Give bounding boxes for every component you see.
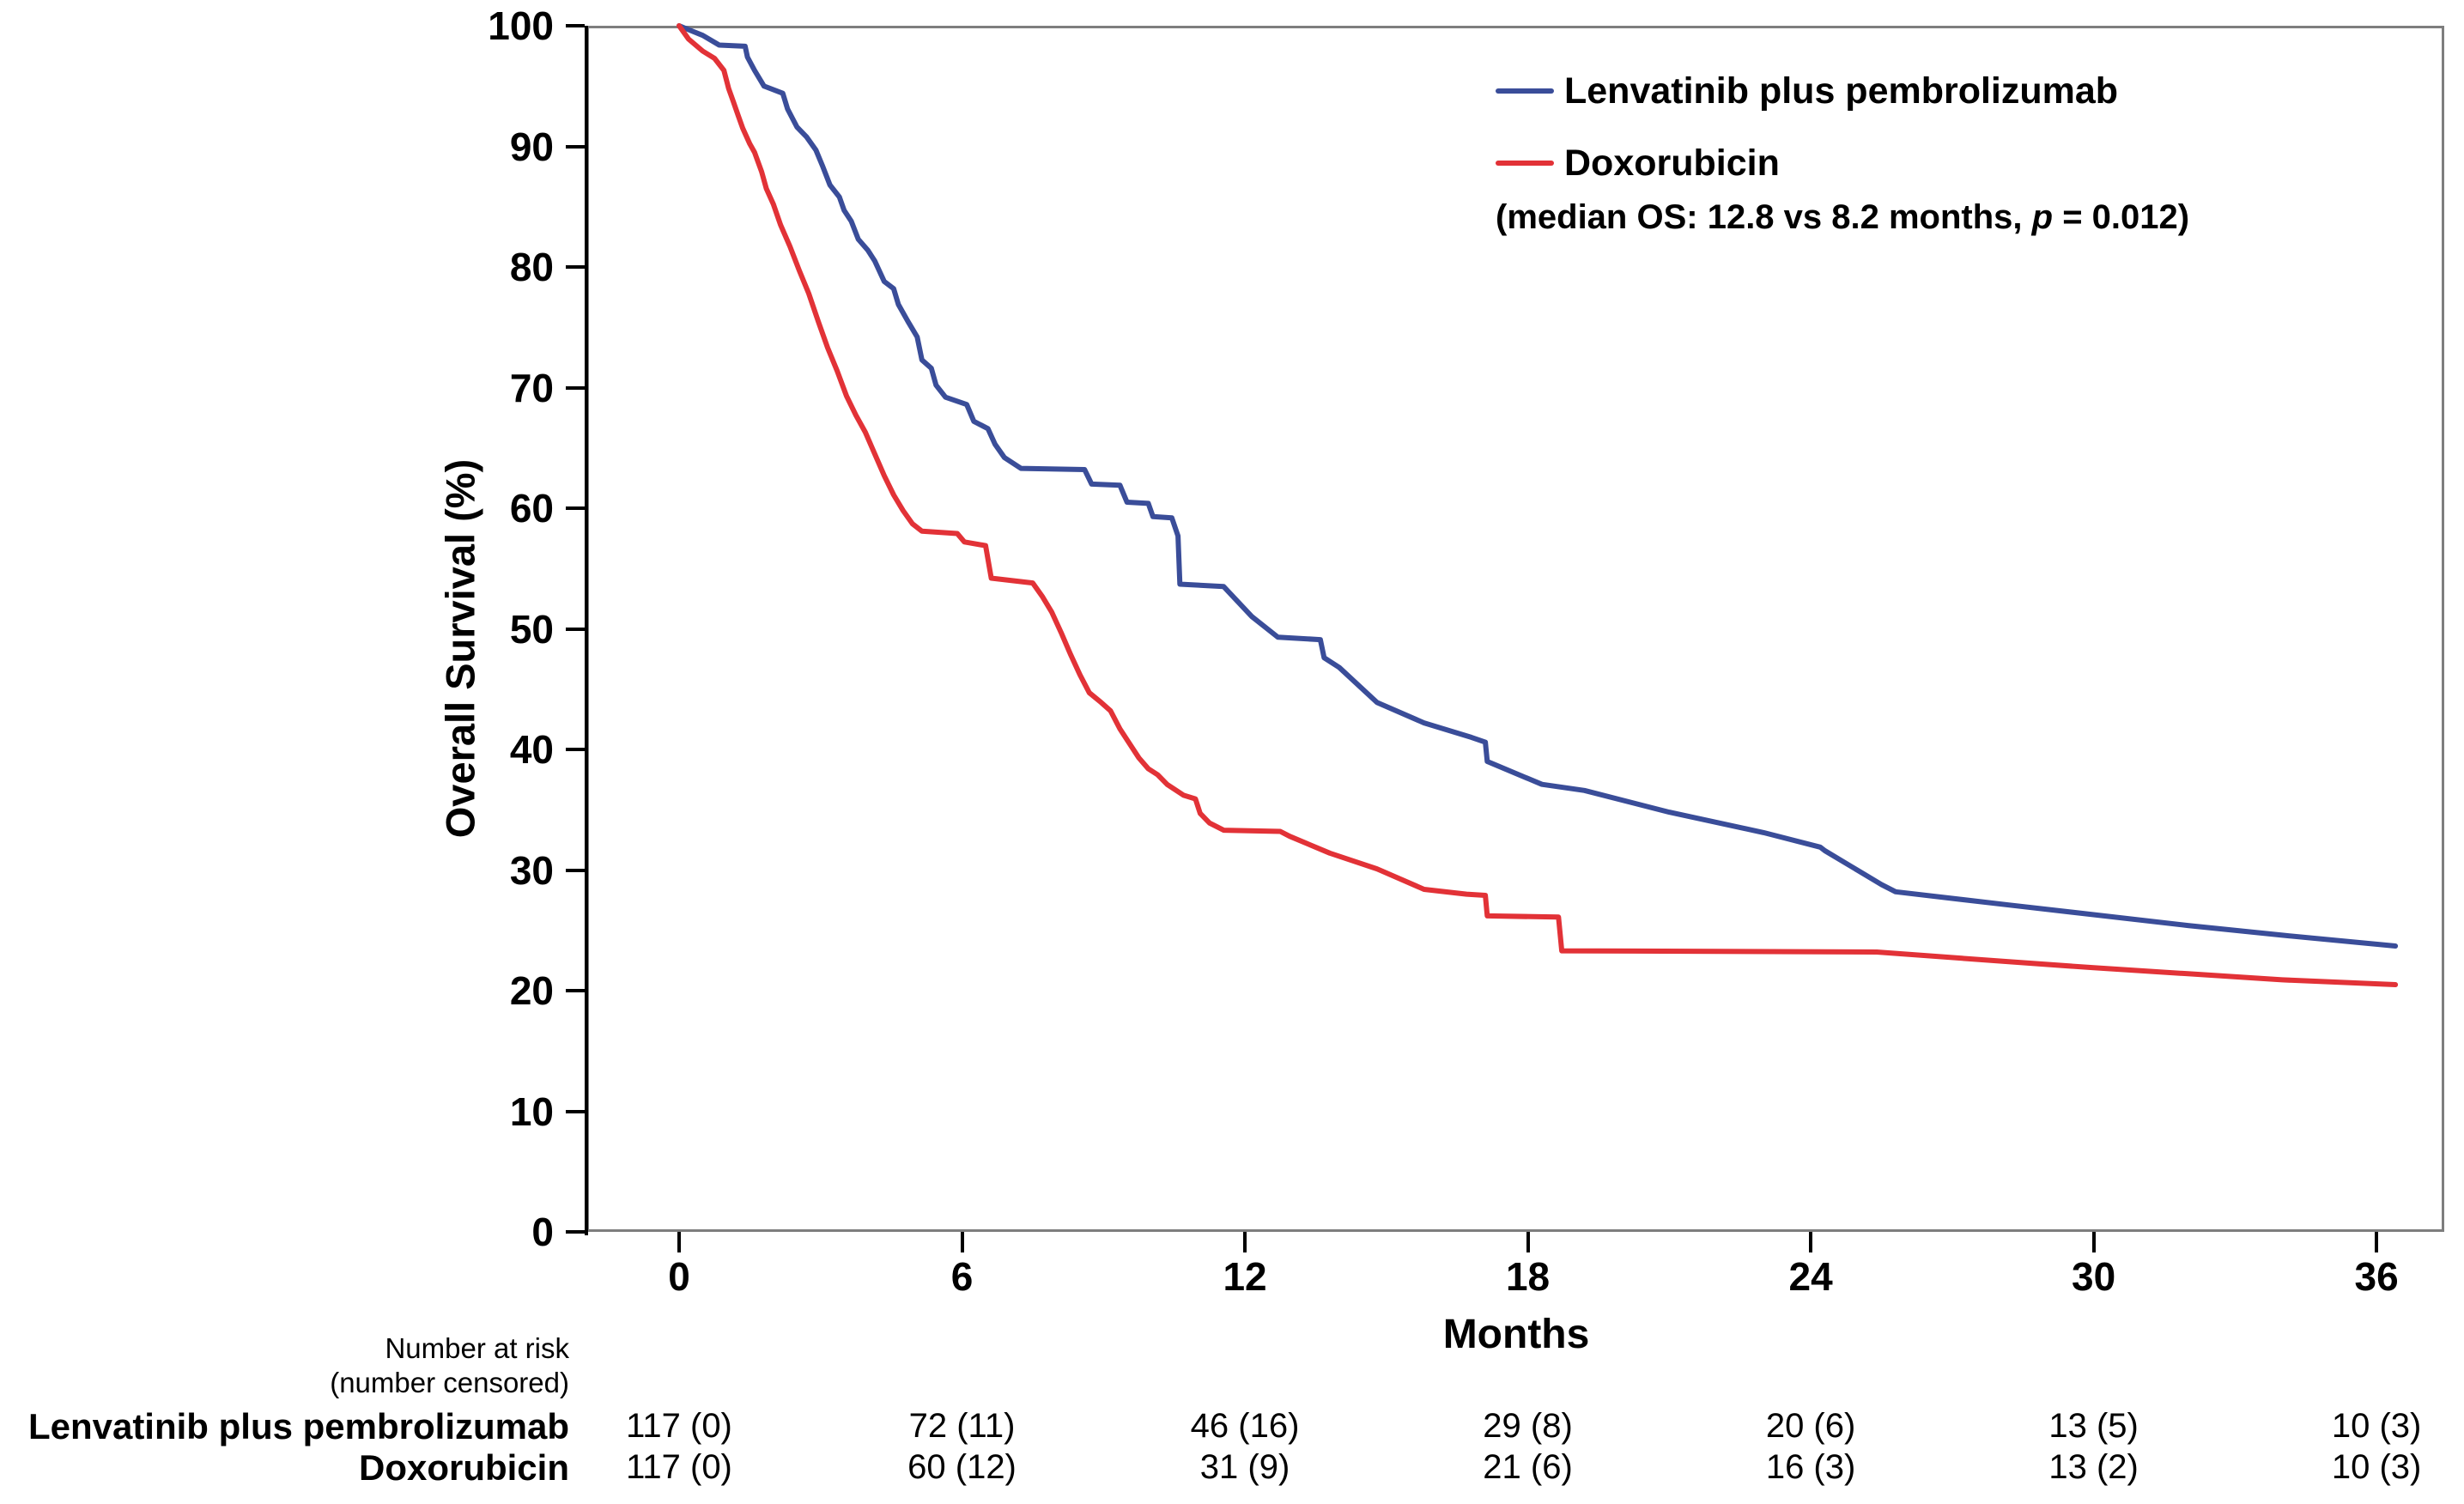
survival-curve-doxorubicin bbox=[677, 23, 2399, 987]
y-tick-mark-100 bbox=[566, 24, 585, 27]
y-tick-label-100: 100 bbox=[488, 3, 554, 48]
y-axis-title: Overall Survival (%) bbox=[437, 458, 483, 839]
annotation-suffix: = 0.012) bbox=[2053, 198, 2190, 236]
y-tick-mark-40 bbox=[566, 748, 585, 751]
y-tick-mark-10 bbox=[566, 1109, 585, 1113]
median-os-annotation: (median OS: 12.8 vs 8.2 months, p = 0.01… bbox=[1496, 197, 2189, 237]
risk-value-row1-month12: 46 (16) bbox=[1190, 1407, 1300, 1445]
y-tick-label-70: 70 bbox=[509, 365, 554, 410]
risk-table-header-line2: (number censored) bbox=[330, 1367, 569, 1398]
y-tick-mark-80 bbox=[566, 265, 585, 269]
y-tick-label-30: 30 bbox=[509, 847, 554, 893]
y-tick-label-80: 80 bbox=[509, 245, 554, 289]
y-tick-label-0: 0 bbox=[531, 1210, 554, 1254]
x-tick-label-0: 0 bbox=[668, 1254, 690, 1299]
risk-value-row2-month18: 21 (6) bbox=[1483, 1448, 1573, 1486]
risk-value-row1-month0: 117 (0) bbox=[626, 1407, 732, 1445]
y-axis-line bbox=[585, 26, 588, 1235]
y-tick-mark-30 bbox=[566, 868, 585, 872]
x-tick-mark-36 bbox=[2375, 1232, 2379, 1252]
lenvatinib-line-swatch bbox=[1496, 88, 1554, 94]
x-tick-mark-18 bbox=[1526, 1232, 1530, 1252]
risk-value-row1-month36: 10 (3) bbox=[2331, 1407, 2422, 1445]
legend-label-lenvatinib: Lenvatinib plus pembrolizumab bbox=[1564, 70, 2119, 112]
y-tick-label-40: 40 bbox=[509, 727, 554, 772]
x-tick-label-30: 30 bbox=[2072, 1254, 2116, 1299]
x-tick-label-12: 12 bbox=[1223, 1254, 1267, 1299]
risk-value-row1-month30: 13 (5) bbox=[2048, 1407, 2139, 1445]
y-tick-label-20: 20 bbox=[509, 968, 554, 1013]
risk-value-row1-month6: 72 (11) bbox=[908, 1407, 1016, 1445]
annotation-p-symbol: p bbox=[2031, 198, 2054, 236]
x-tick-mark-6 bbox=[960, 1232, 964, 1252]
x-tick-mark-12 bbox=[1243, 1232, 1247, 1252]
y-tick-label-90: 90 bbox=[509, 124, 554, 169]
y-tick-label-10: 10 bbox=[509, 1089, 554, 1134]
survival-curve-lenvatinib bbox=[677, 23, 2399, 949]
x-tick-mark-0 bbox=[677, 1232, 681, 1252]
x-tick-label-6: 6 bbox=[950, 1254, 974, 1299]
y-tick-mark-90 bbox=[566, 144, 585, 149]
x-tick-label-36: 36 bbox=[2354, 1254, 2399, 1299]
y-tick-label-60: 60 bbox=[509, 486, 554, 531]
risk-value-row2-month6: 60 (12) bbox=[907, 1448, 1017, 1486]
legend-label-doxorubicin: Doxorubicin bbox=[1564, 143, 1780, 184]
doxorubicin-line-swatch bbox=[1496, 161, 1554, 166]
y-tick-mark-70 bbox=[566, 385, 585, 390]
risk-value-row2-month0: 117 (0) bbox=[626, 1448, 732, 1486]
x-axis-title: Months bbox=[1442, 1312, 1590, 1357]
risk-value-row1-month18: 29 (8) bbox=[1483, 1407, 1573, 1445]
x-tick-label-18: 18 bbox=[1505, 1254, 1551, 1299]
annotation-prefix: (median OS: 12.8 vs 8.2 months, bbox=[1496, 198, 2032, 236]
y-tick-mark-60 bbox=[566, 506, 585, 510]
risk-value-row2-month24: 16 (3) bbox=[1765, 1448, 1856, 1486]
risk-row-label-lenvatinib: Lenvatinib plus pembrolizumab bbox=[27, 1406, 569, 1446]
risk-value-row2-month12: 31 (9) bbox=[1199, 1448, 1290, 1486]
x-tick-mark-30 bbox=[2091, 1232, 2096, 1252]
y-tick-mark-50 bbox=[566, 627, 585, 631]
risk-row-label-doxorubicin: Doxorubicin bbox=[358, 1447, 569, 1488]
x-tick-mark-24 bbox=[1809, 1232, 1813, 1252]
risk-value-row1-month24: 20 (6) bbox=[1765, 1407, 1856, 1445]
risk-table-header-line1: Number at risk bbox=[385, 1332, 569, 1364]
x-tick-label-24: 24 bbox=[1788, 1254, 1833, 1299]
risk-value-row2-month36: 10 (3) bbox=[2331, 1448, 2422, 1486]
y-tick-mark-20 bbox=[566, 989, 585, 992]
risk-value-row2-month30: 13 (2) bbox=[2048, 1448, 2139, 1486]
y-tick-label-50: 50 bbox=[509, 606, 554, 652]
y-tick-mark-0 bbox=[566, 1230, 585, 1234]
